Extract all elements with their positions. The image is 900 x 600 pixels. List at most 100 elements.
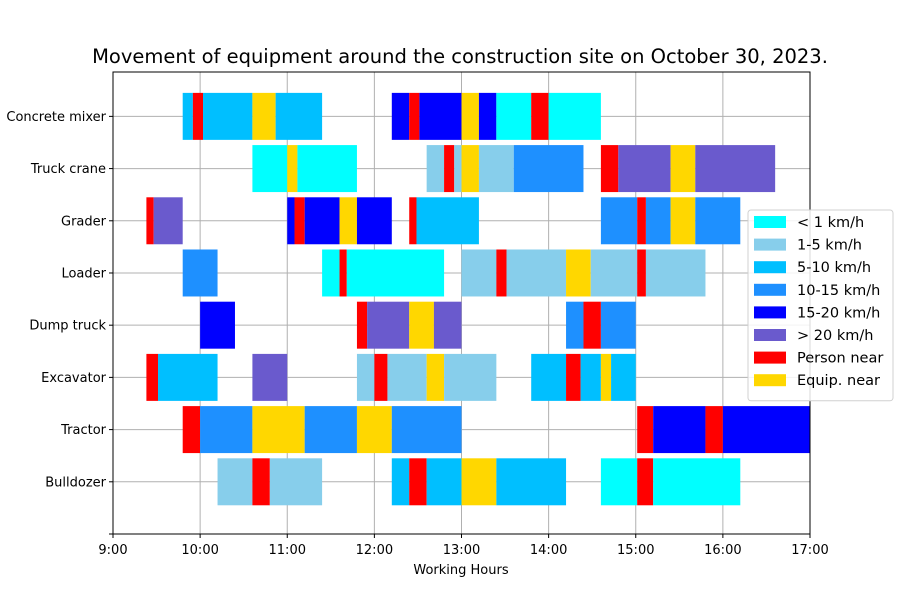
bar-segment-1to5 <box>387 353 427 401</box>
bar-segment-5to10 <box>426 458 462 506</box>
bar-segment-10to15 <box>695 197 741 245</box>
bar-segment-lt1 <box>496 92 532 140</box>
legend-label: < 1 km/h <box>797 215 864 231</box>
y-tick-label: Grader <box>61 214 107 229</box>
bar-segment-15to20 <box>478 92 497 140</box>
bar-segment-person <box>637 406 654 454</box>
y-tick-label: Tractor <box>60 423 107 438</box>
bar-segment-person <box>705 406 723 454</box>
y-tick-label: Concrete mixer <box>6 110 106 125</box>
bar-segment-10to15 <box>600 197 638 245</box>
bar-segment-1to5 <box>590 249 638 297</box>
bar-segment-lt1 <box>297 145 357 193</box>
bar-segment-15to20 <box>722 406 810 454</box>
bars-layer <box>146 92 810 506</box>
bar-segment-equip <box>426 353 445 401</box>
legend-swatch <box>754 283 786 296</box>
bar-segment-10to15 <box>182 249 218 297</box>
y-tick-label: Excavator <box>41 371 107 386</box>
chart-title: Movement of equipment around the constru… <box>92 45 828 68</box>
bar-segment-equip <box>409 301 434 349</box>
bar-segment-person <box>637 197 646 245</box>
bar-segment-1to5 <box>506 249 567 297</box>
bar-segment-lt1 <box>322 249 340 297</box>
bar-segment-15to20 <box>304 197 340 245</box>
bar-segment-15to20 <box>200 301 235 349</box>
bar-segment-equip <box>356 406 392 454</box>
bar-segment-person <box>496 249 507 297</box>
bar-segment-person <box>252 458 270 506</box>
bar-segment-5to10 <box>531 353 567 401</box>
bar-segment-person <box>294 197 305 245</box>
bar-segment-person <box>637 249 646 297</box>
bar-segment-10to15 <box>200 406 253 454</box>
bar-segment-person <box>409 458 427 506</box>
legend-swatch <box>754 351 786 364</box>
legend-label: 5-10 km/h <box>797 260 871 276</box>
bar-segment-person <box>146 197 154 245</box>
legend-swatch <box>754 374 786 387</box>
y-axis: Concrete mixer Truck crane Grader Loader Dum… <box>6 110 113 535</box>
bar-segment-1to5 <box>426 145 445 193</box>
bar-segment-equip <box>566 249 591 297</box>
bar-segment-15to20 <box>356 197 392 245</box>
legend-label: 15-20 km/h <box>797 305 880 321</box>
bar-segment-equip <box>287 145 298 193</box>
bar-segment-equip <box>600 353 612 401</box>
legend-label: > 20 km/h <box>797 328 873 344</box>
legend-swatch <box>754 238 786 251</box>
bar-segment-10to15 <box>600 301 636 349</box>
bar-segment-5to10 <box>158 353 218 401</box>
legend: < 1 km/h 1-5 km/h 5-10 km/h 10-15 km/h 15-20… <box>747 209 894 402</box>
bar-segment-person <box>637 458 654 506</box>
x-tick-label: 12:00 <box>356 543 393 558</box>
y-tick-label: Bulldozer <box>45 475 106 490</box>
bar-segment-1to5 <box>444 353 497 401</box>
bar-segment-1to5 <box>478 145 514 193</box>
bar-segment-10to15 <box>304 406 357 454</box>
bar-segment-1to5 <box>454 145 462 193</box>
bar-segment-10to15 <box>391 406 462 454</box>
x-axis-label: Working Hours <box>413 563 508 578</box>
bar-segment-equip <box>461 458 497 506</box>
bar-segment-person <box>192 92 204 140</box>
y-tick-label: Truck crane <box>30 162 106 177</box>
bar-segment-5to10 <box>275 92 323 140</box>
bar-segment-person <box>339 249 347 297</box>
bar-segment-5to10 <box>416 197 479 245</box>
bar-segment-15to20 <box>653 406 706 454</box>
legend-swatch <box>754 306 786 319</box>
legend-label: Equip. near <box>797 373 880 389</box>
bar-segment-person <box>182 406 201 454</box>
x-tick-label: 14:00 <box>530 543 567 558</box>
bar-segment-1to5 <box>217 458 253 506</box>
bar-segment-5to10 <box>496 458 567 506</box>
bar-segment-gt20 <box>252 353 288 401</box>
x-tick-label: 9:00 <box>98 543 127 558</box>
bar-segment-equip <box>670 145 696 193</box>
bar-segment-gt20 <box>618 145 671 193</box>
legend-swatch <box>754 329 786 341</box>
bar-segment-person <box>583 301 601 349</box>
bar-segment-1to5 <box>269 458 323 506</box>
bar-segment-lt1 <box>653 458 741 506</box>
legend-label: Person near <box>797 351 883 367</box>
bar-segment-person <box>531 92 549 140</box>
x-tick-label: 13:00 <box>443 543 480 558</box>
bar-segment-person <box>444 145 455 193</box>
bar-segment-15to20 <box>391 92 410 140</box>
bar-segment-person <box>374 353 388 401</box>
x-tick-label: 10:00 <box>181 543 218 558</box>
bar-segment-lt1 <box>252 145 288 193</box>
bar-segment-10to15 <box>645 197 671 245</box>
bar-segment-10to15 <box>566 301 584 349</box>
legend-swatch <box>754 216 786 228</box>
legend-label: 10-15 km/h <box>797 283 880 299</box>
bar-segment-5to10 <box>203 92 253 140</box>
bar-segment-equip <box>461 92 479 140</box>
bar-segment-person <box>146 353 159 401</box>
bar-segment-person <box>409 197 417 245</box>
bar-segment-equip <box>670 197 696 245</box>
bar-segment-equip <box>339 197 357 245</box>
